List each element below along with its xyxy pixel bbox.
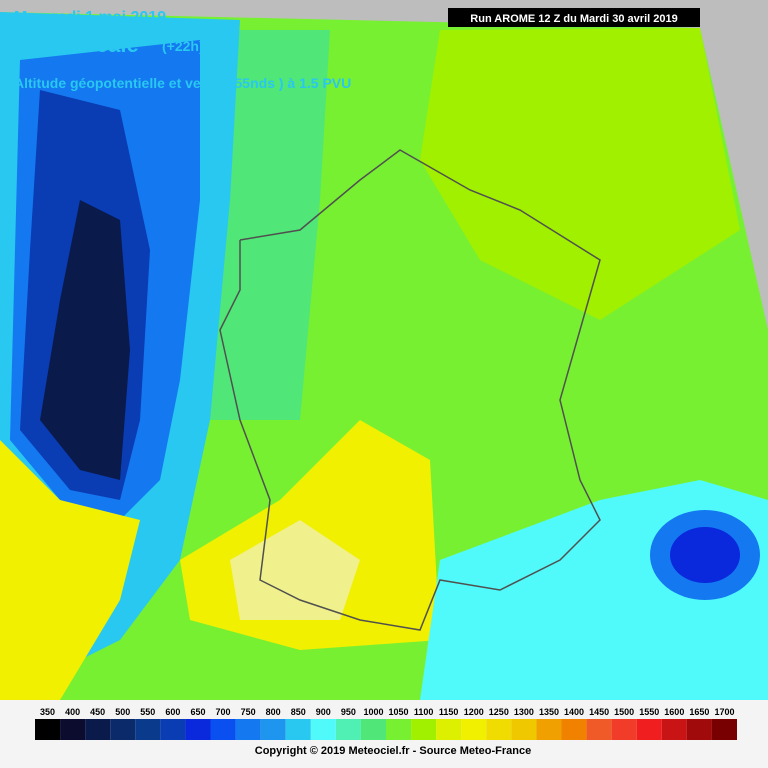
scale-label: 1250 <box>489 707 509 717</box>
color-scale: 350 400 450 500 550 600 650 700 750 800 850 900 950 1… <box>35 707 737 740</box>
scale-swatch <box>335 719 361 740</box>
scale-swatch <box>235 719 261 740</box>
time: 12:00 locale <box>14 32 139 57</box>
scale-label: 500 <box>115 707 130 717</box>
scale-label: 1200 <box>464 707 484 717</box>
scale-label: 1400 <box>564 707 584 717</box>
scale-swatch <box>135 719 161 740</box>
scale-label: 800 <box>266 707 281 717</box>
field-center <box>40 200 130 480</box>
scale-label: 400 <box>65 707 80 717</box>
scale-label: 550 <box>140 707 155 717</box>
scale-swatch <box>411 719 437 740</box>
subtitle: Altitude géopotentielle et vent (> 55nds… <box>14 75 351 91</box>
scale-label: 1000 <box>363 707 383 717</box>
scale-swatch <box>486 719 512 740</box>
france-border <box>219 149 601 631</box>
scale-label: 1550 <box>639 707 659 717</box>
scale-label: 1050 <box>389 707 409 717</box>
scale-label: 1700 <box>714 707 734 717</box>
scale-swatch <box>110 719 136 740</box>
run-info: Run AROME 12 Z du Mardi 30 avril 2019 <box>470 13 677 25</box>
scale-swatch <box>561 719 587 740</box>
field-northeast <box>420 28 740 320</box>
scale-swatch <box>636 719 662 740</box>
scale-swatch <box>436 719 462 740</box>
scale-label: 450 <box>90 707 105 717</box>
date: Mercredi 1 mai 2019 <box>14 9 166 26</box>
scale-swatch <box>386 719 412 740</box>
scale-swatch <box>260 719 286 740</box>
scale-swatch <box>586 719 612 740</box>
scale-swatch <box>686 719 712 740</box>
scale-swatch <box>661 719 687 740</box>
scale-label: 1350 <box>539 707 559 717</box>
scale-label: 1650 <box>689 707 709 717</box>
lead-time: (+22h) <box>162 38 204 54</box>
scale-swatch <box>360 719 386 740</box>
scale-swatch <box>210 719 236 740</box>
scale-label: 1500 <box>614 707 634 717</box>
run-box <box>448 8 700 27</box>
scale-label: 350 <box>40 707 55 717</box>
field-south-light <box>230 520 360 620</box>
scale-swatch <box>536 719 562 740</box>
scale-label: 650 <box>190 707 205 717</box>
scale-swatch <box>461 719 487 740</box>
scale-swatch <box>310 719 336 740</box>
scale-label: 950 <box>341 707 356 717</box>
scale-label: 1150 <box>439 707 459 717</box>
scale-swatch <box>711 719 737 740</box>
scale-label: 700 <box>216 707 231 717</box>
scale-label: 850 <box>291 707 306 717</box>
field-southwest <box>0 440 140 700</box>
scale-label: 1600 <box>664 707 684 717</box>
scale-swatch <box>511 719 537 740</box>
scale-swatch <box>611 719 637 740</box>
scale-swatch <box>35 719 61 740</box>
field-low-core <box>670 527 740 583</box>
scale-label: 900 <box>316 707 331 717</box>
scale-swatch <box>160 719 186 740</box>
scale-swatch <box>285 719 311 740</box>
scale-label: 1450 <box>589 707 609 717</box>
scale-label: 600 <box>165 707 180 717</box>
scale-label: 750 <box>241 707 256 717</box>
scale-swatch <box>60 719 86 740</box>
scale-label: 1300 <box>514 707 534 717</box>
copyright: Copyright © 2019 Meteociel.fr - Source M… <box>255 745 531 757</box>
scale-swatch <box>85 719 111 740</box>
scale-label: 1100 <box>414 707 434 717</box>
scale-swatch <box>185 719 211 740</box>
